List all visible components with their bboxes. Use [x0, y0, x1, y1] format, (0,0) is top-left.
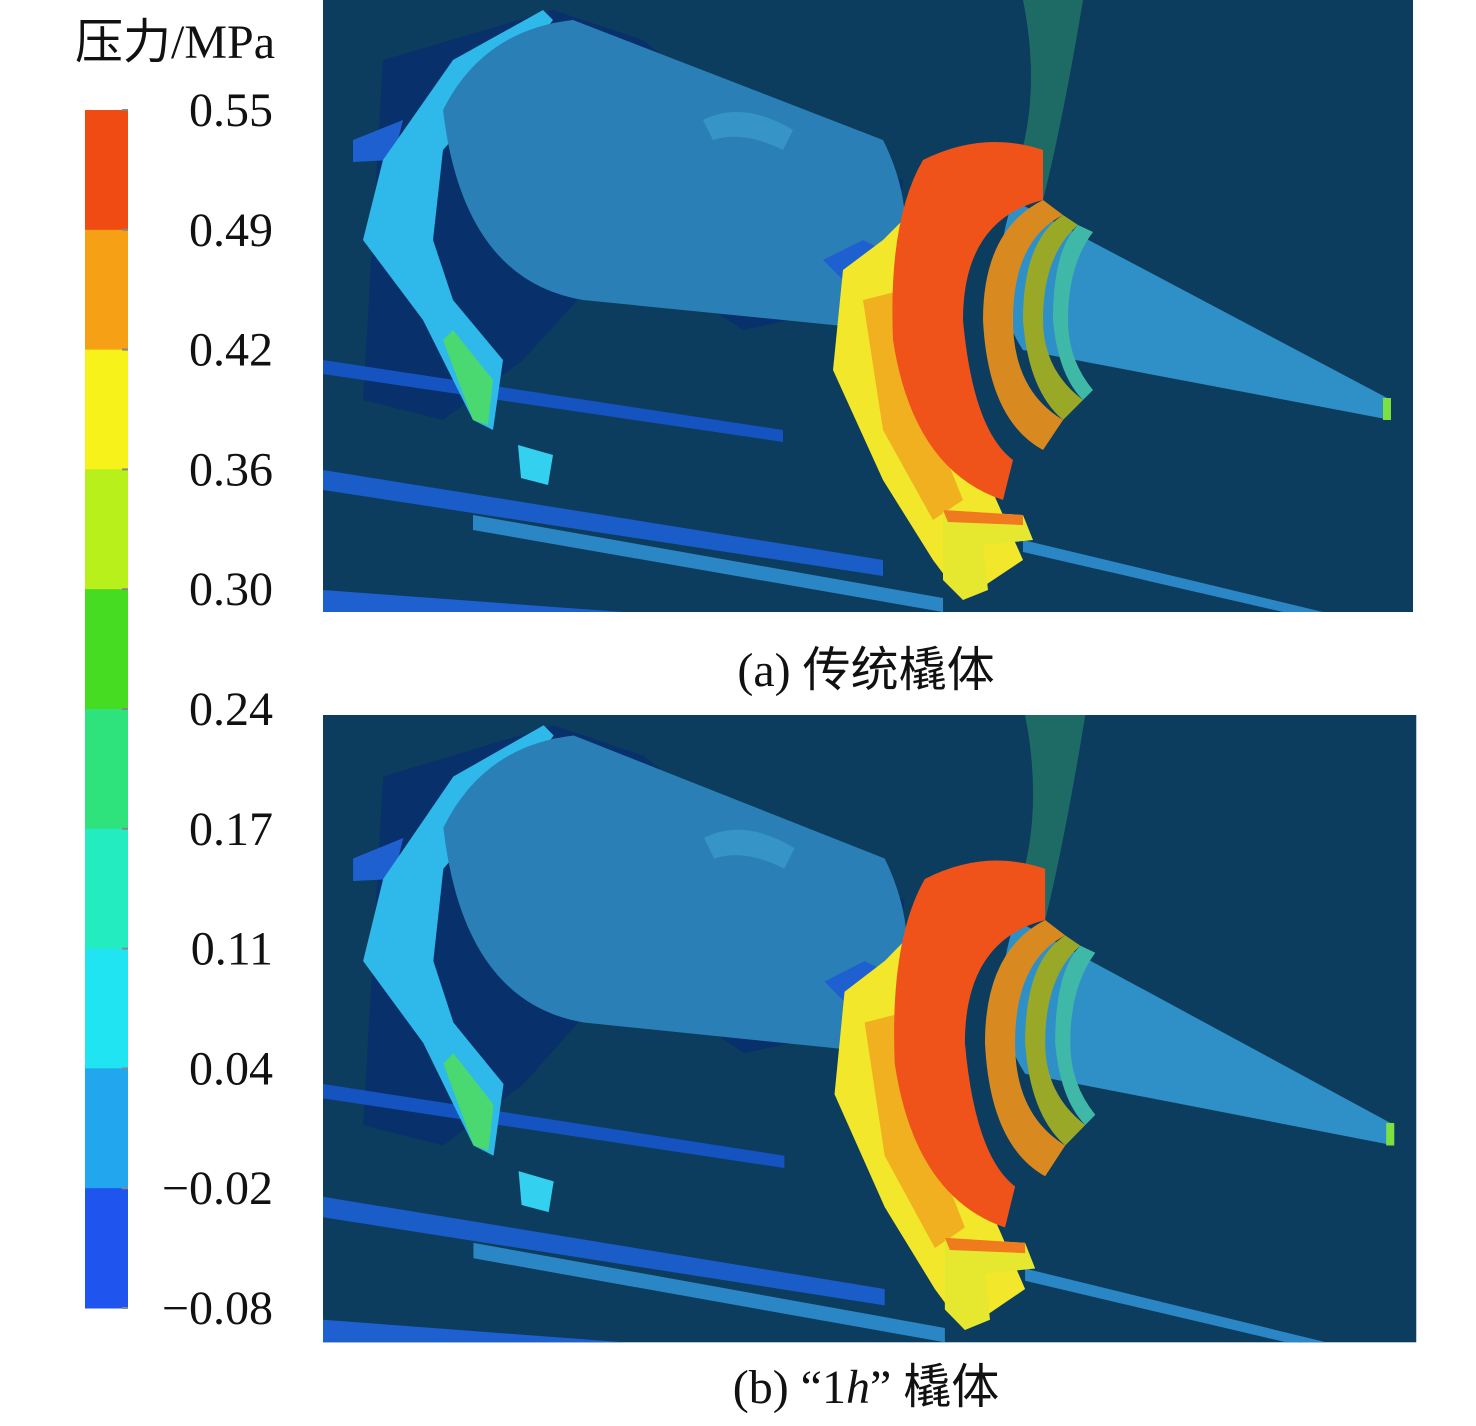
- colorbar-tick-label: −0.08: [162, 1282, 273, 1335]
- colorbar-tick-label: 0.04: [189, 1042, 273, 1095]
- colorbar-segment: [85, 110, 128, 231]
- caption-b-prefix: (b) “1: [733, 1361, 846, 1414]
- colorbar-segment: [85, 709, 128, 830]
- colorbar-tick-label: 0.42: [189, 324, 273, 377]
- colorbar-segment: [85, 1068, 128, 1189]
- colorbar-tick-label: 0.36: [189, 443, 273, 496]
- caption-a: (a) 传统橇体: [737, 644, 994, 697]
- colorbar-tick-label: 0.30: [189, 563, 273, 616]
- caption-b: (b) “1h” 橇体: [733, 1361, 1000, 1414]
- colorbar-tick-label: 0.24: [189, 683, 273, 736]
- caption-b-italic: h: [846, 1361, 870, 1414]
- colorbar-title: 压力/MPa: [75, 16, 275, 69]
- colorbar: 0.55 0.49 0.42 0.36 0.30 0.24 0.17 0.11 0.04 −0.0…: [85, 84, 273, 1335]
- colorbar-segment: [85, 589, 128, 710]
- colorbar-segment: [85, 828, 128, 950]
- colorbar-tick-label: −0.02: [162, 1162, 273, 1215]
- simulation-image-b: [323, 715, 1417, 1343]
- colorbar-segment: [85, 469, 128, 590]
- colorbar-tick-label: 0.55: [189, 84, 273, 137]
- colorbar-segment: [85, 229, 128, 351]
- colorbar-segment: [85, 349, 128, 470]
- colorbar-segment: [85, 948, 128, 1069]
- colorbar-segment: [85, 1188, 128, 1309]
- caption-b-suffix: ” 橇体: [870, 1361, 999, 1414]
- colorbar-tick-label: 0.49: [189, 204, 273, 257]
- simulation-image-a: [323, 0, 1413, 612]
- colorbar-tick-label: 0.11: [191, 923, 273, 976]
- colorbar-tick-label: 0.17: [189, 803, 273, 856]
